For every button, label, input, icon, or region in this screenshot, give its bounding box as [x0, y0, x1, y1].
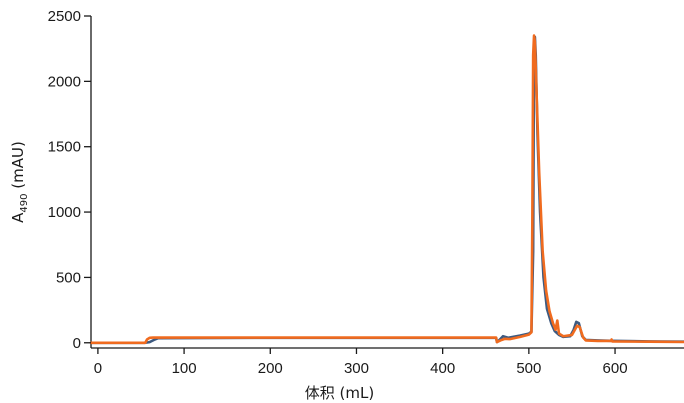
y-tick-label: 2500 [48, 8, 81, 25]
x-tick-label: 200 [258, 360, 283, 377]
y-tick-label: 2000 [48, 73, 81, 90]
x-tick-label: 500 [516, 360, 541, 377]
x-tick-label: 100 [172, 360, 197, 377]
x-tick-label: 600 [603, 360, 628, 377]
y-tick-label: 500 [56, 269, 81, 286]
y-ticks: 0 500 1000 1500 2000 2500 [48, 8, 91, 352]
y-axis-title-unit: (mAU) [9, 141, 27, 193]
series-line-1 [89, 35, 684, 345]
x-tick-label: 300 [344, 360, 369, 377]
x-tick-label: 400 [430, 360, 455, 377]
y-tick-label: 1000 [48, 204, 81, 221]
y-tick-label: 0 [73, 335, 81, 352]
x-tick-label: 0 [94, 360, 102, 377]
series-group [89, 34, 684, 345]
y-axis-title: A490 (mAU) [9, 141, 30, 223]
x-ticks: 0 100 200 300 400 500 600 [94, 348, 628, 377]
x-axis-title: 体积 (mL) [305, 384, 374, 402]
y-axis-title-main: A [9, 212, 27, 223]
y-axis-title-subscript: 490 [19, 193, 30, 212]
y-tick-label: 1500 [48, 139, 81, 156]
plot-area: 0 100 200 300 400 500 600 0 500 1000 1500 2000 2500 [48, 8, 684, 377]
series-line-2 [89, 34, 684, 345]
